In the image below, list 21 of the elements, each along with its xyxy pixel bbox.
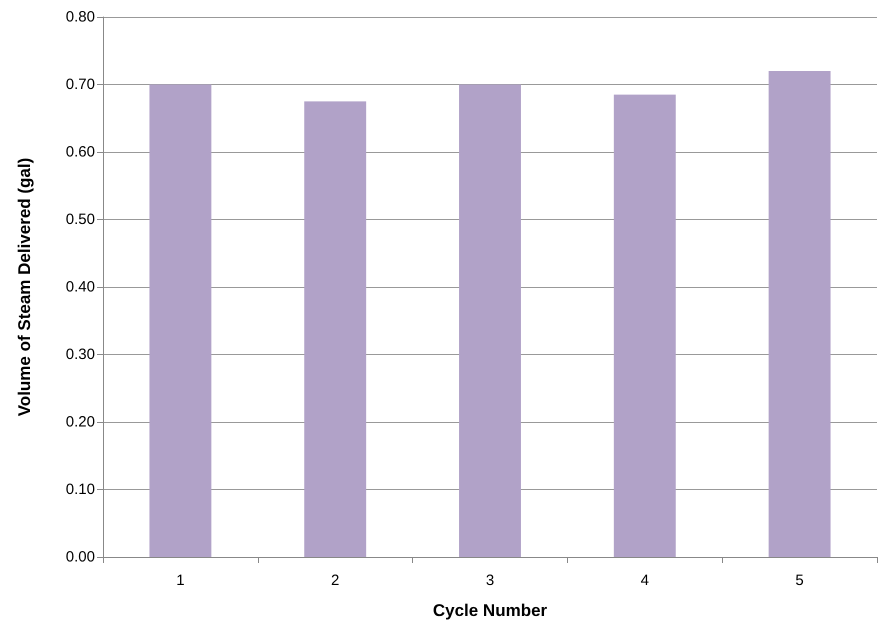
bar xyxy=(304,101,366,557)
bar xyxy=(768,71,831,557)
y-tick-label: 0.20 xyxy=(66,414,95,430)
x-tick-label: 1 xyxy=(176,572,185,589)
bar xyxy=(459,84,521,557)
y-tick-label: 0.40 xyxy=(66,278,95,296)
y-tick-label: 0.80 xyxy=(66,8,95,26)
y-axis-title: Volume of Steam Delivered (gal) xyxy=(15,158,34,416)
y-tick-label: 0.30 xyxy=(66,346,95,363)
x-tick-label: 5 xyxy=(795,572,804,589)
y-tick-label: 0.70 xyxy=(66,76,95,93)
y-tick-label: 0.10 xyxy=(66,481,95,498)
x-tick-label: 4 xyxy=(640,572,649,589)
y-tick-label: 0.00 xyxy=(66,548,95,566)
bar xyxy=(149,84,212,557)
x-axis-title: Cycle Number xyxy=(432,601,548,620)
x-tick-label: 3 xyxy=(486,572,494,589)
y-tick-label: 0.60 xyxy=(66,144,95,160)
y-tick-label: 0.50 xyxy=(66,211,95,228)
x-tick-label: 2 xyxy=(331,572,340,589)
bar xyxy=(614,94,676,557)
